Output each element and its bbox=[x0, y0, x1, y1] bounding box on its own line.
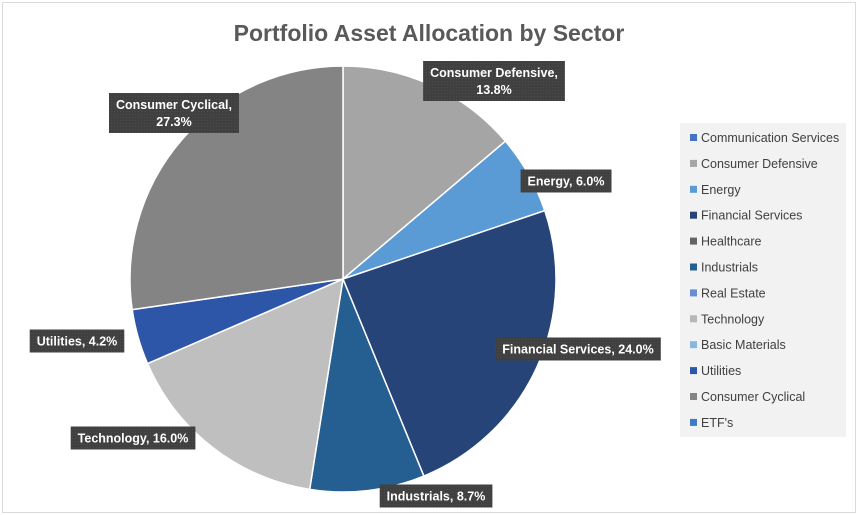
legend-swatch bbox=[690, 367, 697, 375]
pie-slice-financial-services[interactable] bbox=[342, 209, 557, 478]
legend: Communication Services Consumer Defensive… bbox=[680, 123, 846, 437]
legend-label: Consumer Defensive bbox=[701, 157, 818, 171]
data-label-energy: Energy, 6.0% bbox=[520, 169, 612, 193]
pie-slices bbox=[129, 65, 557, 493]
data-label-financial-services: Financial Services, 24.0% bbox=[495, 337, 661, 361]
legend-label: Financial Services bbox=[701, 209, 802, 223]
data-label-text: Technology, 16.0% bbox=[78, 432, 189, 446]
legend-item-financial-services[interactable]: Financial Services bbox=[690, 209, 802, 223]
legend-swatch bbox=[690, 159, 697, 167]
legend-item-etf-s[interactable]: ETF's bbox=[690, 416, 733, 430]
data-label-text: Consumer Cyclical, bbox=[116, 98, 232, 112]
data-label-box bbox=[109, 93, 239, 133]
legend-label: Industrials bbox=[701, 261, 758, 275]
legend-item-industrials[interactable]: Industrials bbox=[690, 261, 758, 275]
legend-label: Basic Materials bbox=[701, 338, 786, 352]
legend-item-real-estate[interactable]: Real Estate bbox=[690, 286, 766, 300]
legend-label: Energy bbox=[701, 183, 741, 197]
legend-item-energy[interactable]: Energy bbox=[690, 183, 741, 197]
legend-swatch bbox=[690, 418, 697, 426]
data-label-consumer-defensive: Consumer Defensive, 13.8% bbox=[423, 61, 565, 101]
legend-swatch bbox=[690, 263, 697, 271]
legend-item-technology[interactable]: Technology bbox=[690, 312, 765, 326]
legend-item-utilities[interactable]: Utilities bbox=[690, 364, 741, 378]
data-label-box bbox=[520, 169, 612, 193]
chart-title: Portfolio Asset Allocation by Sector bbox=[234, 20, 625, 46]
legend-label: ETF's bbox=[701, 416, 733, 430]
legend-label: Consumer Cyclical bbox=[701, 390, 805, 404]
data-label-text: 27.3% bbox=[156, 115, 191, 129]
data-label-box bbox=[29, 329, 125, 353]
legend-swatch bbox=[690, 289, 697, 297]
data-label-technology: Technology, 16.0% bbox=[70, 426, 196, 450]
data-label-text: 13.8% bbox=[476, 83, 511, 97]
data-label-box bbox=[495, 337, 661, 361]
data-label-text: Utilities, 4.2% bbox=[37, 335, 118, 349]
data-labels: Consumer Defensive, 13.8% Energy, 6.0% Fina… bbox=[29, 61, 661, 508]
data-label-consumer-cyclical: Consumer Cyclical, 27.3% bbox=[109, 93, 239, 133]
data-label-industrials: Industrials, 8.7% bbox=[379, 484, 493, 508]
data-label-text: Consumer Defensive, bbox=[430, 66, 558, 80]
legend-item-consumer-cyclical[interactable]: Consumer Cyclical bbox=[690, 390, 805, 404]
data-label-utilities: Utilities, 4.2% bbox=[29, 329, 125, 353]
data-label-text: Industrials, 8.7% bbox=[387, 490, 486, 504]
legend-item-communication-services[interactable]: Communication Services bbox=[690, 131, 839, 145]
legend-label: Utilities bbox=[701, 364, 741, 378]
legend-swatch bbox=[690, 315, 697, 323]
legend-swatch bbox=[690, 393, 697, 400]
data-label-text: Energy, 6.0% bbox=[528, 175, 605, 189]
data-label-box bbox=[379, 484, 493, 508]
legend-swatch bbox=[690, 211, 697, 219]
legend-swatch bbox=[690, 341, 697, 349]
pie-slice-industrials[interactable] bbox=[308, 276, 425, 493]
legend-item-basic-materials[interactable]: Basic Materials bbox=[690, 338, 786, 352]
legend-label: Technology bbox=[701, 312, 765, 326]
legend-swatch bbox=[690, 185, 697, 193]
legend-label: Communication Services bbox=[701, 131, 839, 145]
legend-label: Healthcare bbox=[701, 235, 761, 249]
data-label-box bbox=[70, 426, 196, 450]
legend-swatch bbox=[690, 134, 697, 141]
legend-swatch bbox=[690, 237, 697, 245]
data-label-text: Financial Services, 24.0% bbox=[502, 343, 653, 357]
pie-slice-consumer-cyclical[interactable] bbox=[129, 65, 344, 311]
legend-item-healthcare[interactable]: Healthcare bbox=[690, 235, 761, 249]
legend-label: Real Estate bbox=[701, 286, 766, 300]
legend-item-consumer-defensive[interactable]: Consumer Defensive bbox=[690, 157, 818, 171]
legend-background bbox=[680, 123, 846, 437]
data-label-box bbox=[423, 61, 565, 101]
pie-slice-technology[interactable] bbox=[146, 277, 344, 491]
